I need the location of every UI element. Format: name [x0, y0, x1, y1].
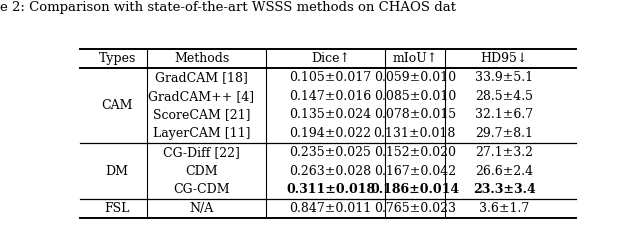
Text: 0.765±0.023: 0.765±0.023 [374, 202, 456, 215]
Text: ScoreCAM [21]: ScoreCAM [21] [153, 108, 250, 122]
Text: Types: Types [99, 52, 136, 65]
Text: HD95↓: HD95↓ [481, 52, 528, 65]
Text: CAM: CAM [102, 99, 133, 112]
Text: GradCAM [18]: GradCAM [18] [155, 71, 248, 84]
Text: 0.263±0.028: 0.263±0.028 [289, 165, 372, 178]
Text: 0.147±0.016: 0.147±0.016 [289, 90, 372, 103]
Text: N/A: N/A [189, 202, 214, 215]
Text: 0.078±0.015: 0.078±0.015 [374, 108, 456, 122]
Text: Methods: Methods [174, 52, 229, 65]
Text: DM: DM [106, 165, 129, 178]
Text: CG-CDM: CG-CDM [173, 183, 230, 196]
Text: CDM: CDM [185, 165, 218, 178]
Text: FSL: FSL [104, 202, 130, 215]
Text: 29.7±8.1: 29.7±8.1 [475, 127, 533, 140]
Text: 0.235±0.025: 0.235±0.025 [289, 146, 371, 159]
Text: 28.5±4.5: 28.5±4.5 [475, 90, 533, 103]
Text: 0.186±0.014: 0.186±0.014 [370, 183, 460, 196]
Text: 0.152±0.020: 0.152±0.020 [374, 146, 456, 159]
Text: LayerCAM [11]: LayerCAM [11] [153, 127, 250, 140]
Text: 0.311±0.018: 0.311±0.018 [286, 183, 375, 196]
Text: 23.3±3.4: 23.3±3.4 [473, 183, 536, 196]
Text: 0.105±0.017: 0.105±0.017 [289, 71, 372, 84]
Text: 33.9±5.1: 33.9±5.1 [475, 71, 533, 84]
Text: 0.131±0.018: 0.131±0.018 [374, 127, 456, 140]
Text: 26.6±2.4: 26.6±2.4 [475, 165, 533, 178]
Text: GradCAM++ [4]: GradCAM++ [4] [148, 90, 255, 103]
Text: 0.085±0.010: 0.085±0.010 [374, 90, 456, 103]
Text: 27.1±3.2: 27.1±3.2 [475, 146, 533, 159]
Text: 0.194±0.022: 0.194±0.022 [289, 127, 371, 140]
Text: e 2: Comparison with state-of-the-art WSSS methods on CHAOS dat: e 2: Comparison with state-of-the-art WS… [0, 1, 456, 14]
Text: 32.1±6.7: 32.1±6.7 [475, 108, 533, 122]
Text: 0.167±0.042: 0.167±0.042 [374, 165, 456, 178]
Text: mIoU↑: mIoU↑ [392, 52, 437, 65]
Text: Dice↑: Dice↑ [311, 52, 350, 65]
Text: 0.059±0.010: 0.059±0.010 [374, 71, 456, 84]
Text: 3.6±1.7: 3.6±1.7 [479, 202, 529, 215]
Text: CG-Diff [22]: CG-Diff [22] [163, 146, 240, 159]
Text: 0.135±0.024: 0.135±0.024 [289, 108, 372, 122]
Text: 0.847±0.011: 0.847±0.011 [289, 202, 372, 215]
